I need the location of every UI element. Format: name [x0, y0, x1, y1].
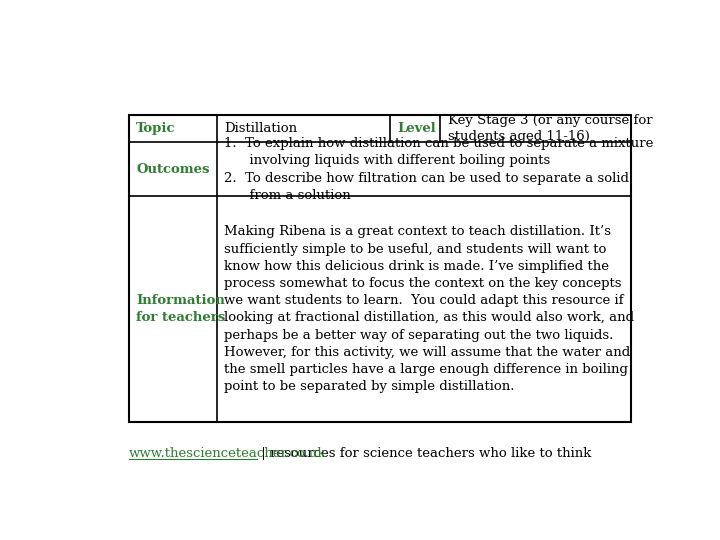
Text: 1.  To explain how distillation can be used to separate a mixture
      involvin: 1. To explain how distillation can be us…: [224, 137, 654, 202]
Text: Information
for teachers: Information for teachers: [136, 294, 225, 325]
Bar: [129, 114, 631, 422]
Text: Key Stage 3 (or any course for
students aged 11-16): Key Stage 3 (or any course for students …: [448, 114, 652, 143]
Text: Distillation: Distillation: [224, 122, 297, 135]
Text: www.thescienceteacher.co.uk: www.thescienceteacher.co.uk: [129, 447, 327, 460]
Text: | resources for science teachers who like to think: | resources for science teachers who lik…: [257, 447, 592, 460]
Text: Level: Level: [397, 122, 436, 135]
Text: Outcomes: Outcomes: [136, 163, 210, 176]
Text: Making Ribena is a great context to teach distillation. It’s
sufficiently simple: Making Ribena is a great context to teac…: [224, 225, 634, 393]
Text: Topic: Topic: [136, 122, 176, 135]
